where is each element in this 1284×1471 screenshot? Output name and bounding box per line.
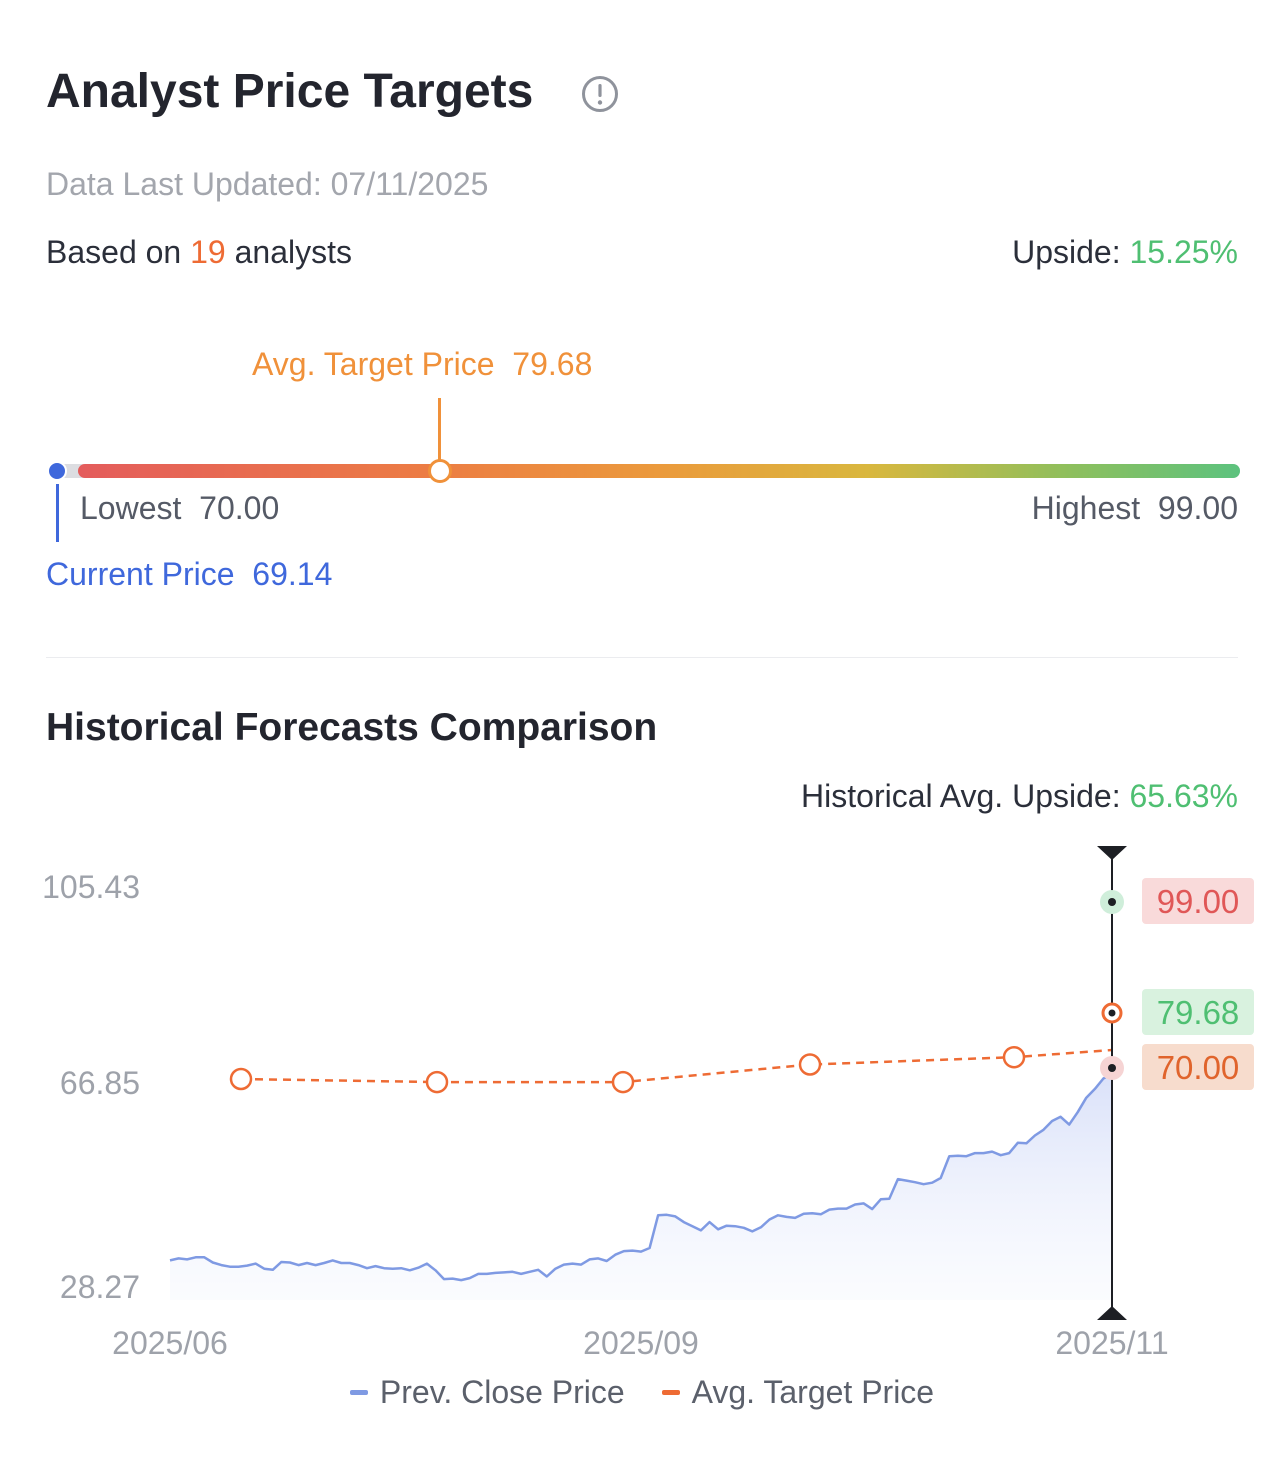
crosshair-top-arrow-icon bbox=[1097, 846, 1127, 860]
legend-swatch-close bbox=[349, 1390, 368, 1395]
section-divider bbox=[46, 657, 1238, 658]
avg-target-label: Avg. Target Price 79.68 bbox=[252, 346, 592, 383]
updated-date: 07/11/2025 bbox=[330, 166, 489, 202]
updated-label: Data Last Updated: bbox=[46, 166, 322, 202]
avg-target-marker bbox=[428, 459, 452, 483]
y-tick-label: 66.85 bbox=[60, 1065, 140, 1101]
historical-upside-text: Historical Avg. Upside: 65.63% bbox=[801, 778, 1238, 815]
avg-target-points bbox=[229, 1045, 1026, 1094]
current-value: 69.14 bbox=[252, 556, 333, 592]
upside-label: Upside: bbox=[1012, 234, 1121, 270]
avg-target-point[interactable] bbox=[1002, 1045, 1026, 1069]
avg-target-point[interactable] bbox=[425, 1070, 449, 1094]
info-circle-icon[interactable] bbox=[580, 74, 620, 114]
avg-target-point[interactable] bbox=[798, 1053, 822, 1076]
lowest-value: 70.00 bbox=[199, 490, 280, 526]
legend-label-target: Avg. Target Price bbox=[691, 1374, 935, 1410]
highest-tag bbox=[1142, 878, 1254, 924]
y-tick-label: 105.43 bbox=[42, 869, 140, 905]
x-tick-label: 2025/09 bbox=[583, 1325, 699, 1360]
x-tick-label: 2025/06 bbox=[112, 1325, 228, 1360]
current-price: Current Price 69.14 bbox=[46, 556, 332, 593]
highest-label: Highest bbox=[1031, 490, 1141, 526]
based-suffix: analysts bbox=[234, 234, 352, 270]
crosshair-avg-dot bbox=[1108, 1009, 1116, 1017]
legend-swatch-target bbox=[661, 1390, 680, 1395]
lowest-tag-value: 70.00 bbox=[1157, 1049, 1240, 1086]
avg-target-point[interactable] bbox=[611, 1070, 635, 1094]
lowest-tag bbox=[1142, 1044, 1254, 1090]
page-title: Analyst Price Targets bbox=[46, 65, 534, 118]
chart-legend: Prev. Close Price Avg. Target Price bbox=[0, 1366, 1284, 1411]
close-price-line bbox=[169, 1072, 1113, 1282]
historical-upside-label: Historical Avg. Upside: bbox=[801, 778, 1121, 814]
average-tag bbox=[1142, 989, 1254, 1035]
crosshair-high-dot bbox=[1108, 898, 1116, 906]
historical-upside-value: 65.63% bbox=[1129, 778, 1238, 814]
section-title: Historical Forecasts Comparison bbox=[46, 706, 658, 749]
upside-text: Upside: 15.25% bbox=[1012, 234, 1238, 271]
x-tick-label: 2025/11 bbox=[1055, 1325, 1168, 1360]
historical-forecast-chart[interactable]: 105.43 66.85 28.27 99.00 79.68 70.00 202… bbox=[0, 830, 1284, 1360]
analyst-count: 19 bbox=[190, 234, 226, 270]
legend-item-avg-target[interactable]: Avg. Target Price bbox=[661, 1374, 935, 1411]
highest-tag-value: 99.00 bbox=[1157, 883, 1240, 920]
legend-item-close-price[interactable]: Prev. Close Price bbox=[349, 1374, 625, 1411]
last-updated-text: Data Last Updated: 07/11/2025 bbox=[46, 166, 488, 203]
crosshair-bottom-arrow-icon bbox=[1097, 1306, 1127, 1320]
close-price-area bbox=[170, 1074, 1112, 1300]
avg-target-value: 79.68 bbox=[512, 346, 593, 382]
current-label: Current Price bbox=[46, 556, 235, 592]
lowest-target: Lowest 70.00 bbox=[80, 490, 279, 527]
highest-target: Highest 99.00 bbox=[1032, 490, 1238, 527]
avg-target-marker-line bbox=[438, 398, 441, 460]
lowest-label: Lowest bbox=[80, 490, 182, 526]
crosshair[interactable]: 99.00 79.68 70.00 bbox=[1097, 846, 1254, 1320]
legend-label-close: Prev. Close Price bbox=[379, 1374, 625, 1410]
upside-value: 15.25% bbox=[1129, 234, 1238, 270]
crosshair-low-dot bbox=[1108, 1064, 1116, 1072]
based-prefix: Based on bbox=[46, 234, 182, 270]
analyst-count-text: Based on 19 analysts bbox=[46, 234, 352, 271]
highest-value: 99.00 bbox=[1157, 490, 1238, 526]
y-tick-label: 28.27 bbox=[60, 1269, 140, 1305]
average-tag-value: 79.68 bbox=[1157, 994, 1240, 1031]
avg-target-label-text: Avg. Target Price bbox=[252, 346, 495, 382]
avg-target-line bbox=[240, 1048, 1113, 1084]
target-range-gradient-bar bbox=[78, 464, 1240, 478]
avg-target-point[interactable] bbox=[229, 1067, 253, 1091]
current-price-marker-line bbox=[56, 484, 59, 542]
current-price-marker bbox=[47, 461, 67, 481]
